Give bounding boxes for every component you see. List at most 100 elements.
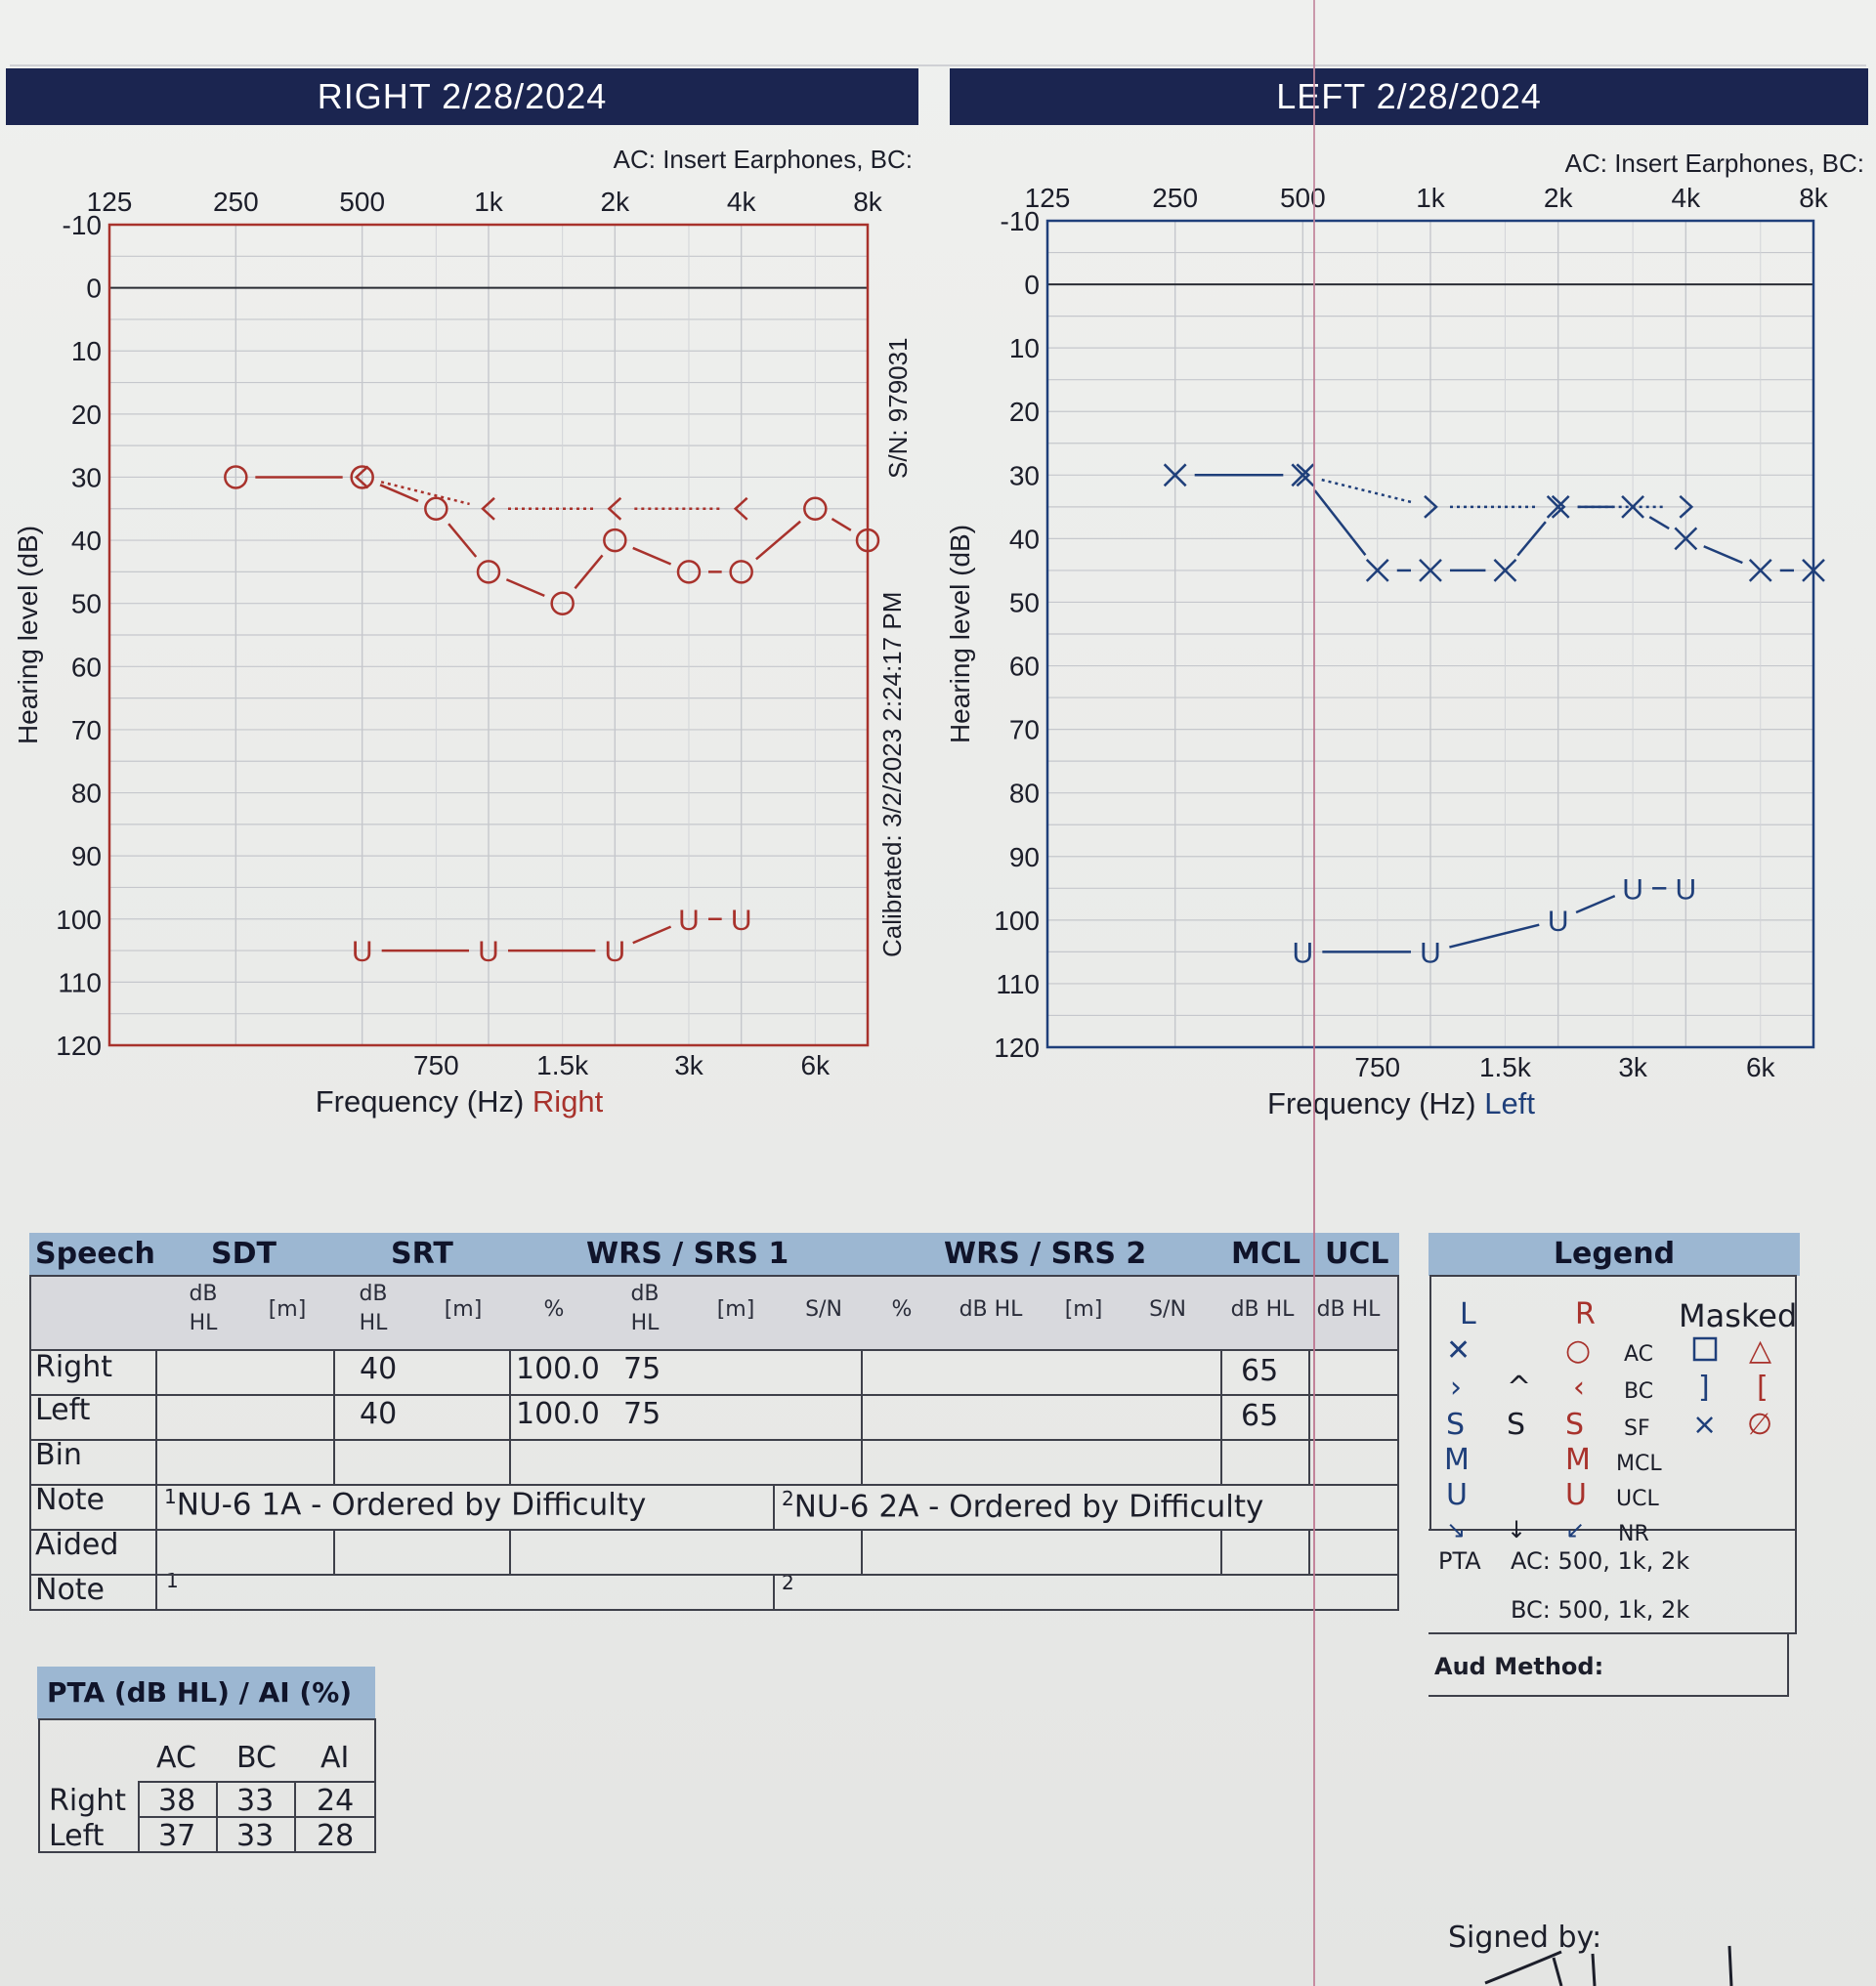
srt-m: [m] <box>444 1297 483 1322</box>
legend-left-masked-bc-bracket-icon: ] <box>1698 1371 1710 1405</box>
left-series-0-point <box>1546 494 1570 519</box>
legend-bc-label: BC <box>1624 1379 1654 1404</box>
left-audiogram: 125 250 500 1k 2k 4k 8k 750 1.5k 3k 6k -10 0 10 20 30 40… <box>945 148 1864 1120</box>
legend-left-mcl-m-icon: M <box>1444 1443 1470 1477</box>
left-frame <box>1045 219 1815 1049</box>
right-srt: 40 <box>360 1352 398 1386</box>
right-series-2-segment <box>632 925 672 945</box>
left-plot: 125 250 500 1k 2k 4k 8k 750 1.5k 3k 6k -10 0 10 20 30 40… <box>945 183 1829 1120</box>
left-series-1-point <box>1296 463 1311 487</box>
pta-right-ac: 38 <box>158 1784 196 1818</box>
legend-pta-ac: AC: 500, 1k, 2k <box>1511 1547 1690 1575</box>
right-series-0-segment <box>632 546 672 566</box>
legend-ac-label: AC <box>1624 1342 1654 1367</box>
left-y-tick: 100 <box>994 906 1040 936</box>
left-x-label-ear: Left <box>1484 1086 1535 1120</box>
srt-db: dB <box>359 1282 388 1306</box>
left-y-tick: 90 <box>1009 842 1040 872</box>
wrs2-m: [m] <box>1064 1297 1103 1322</box>
wrs1-hl: HL <box>630 1311 660 1335</box>
right-x-tick: 2k <box>601 187 631 217</box>
right-x-tick-inter: 6k <box>801 1050 831 1080</box>
speech-grid <box>29 1275 1399 1611</box>
ucl-header: UCL <box>1325 1237 1389 1271</box>
right-x-tick: 1k <box>474 187 504 217</box>
left-series-2-point: U <box>1622 873 1643 906</box>
left-x-tick: 2k <box>1544 183 1574 213</box>
left-x-tick: 125 <box>1025 183 1071 213</box>
left-series-2-segment <box>1575 894 1616 914</box>
right-x-tick: 250 <box>213 187 259 217</box>
legend-right-bc-lt-icon: ‹ <box>1573 1371 1585 1405</box>
right-transducer-note: AC: Insert Earphones, BC: <box>614 145 913 174</box>
legend-col-masked: Masked <box>1679 1297 1798 1334</box>
right-series-0-point <box>603 528 627 553</box>
legend-masked-sf-null-icon: ∅ <box>1747 1408 1772 1442</box>
pta-grid <box>38 1718 376 1853</box>
right-series-2-point: U <box>678 905 700 937</box>
legend-left-bc-gt-icon: › <box>1450 1371 1462 1405</box>
left-series-2-point: U <box>1548 906 1569 938</box>
right-series-2-point: U <box>604 936 625 968</box>
row-bin: Bin <box>35 1438 82 1472</box>
right-frame <box>107 223 870 1047</box>
left-series-0-point <box>1674 527 1698 551</box>
wrs2-header: WRS / SRS 2 <box>944 1237 1147 1271</box>
signature <box>1484 1945 1733 1986</box>
right-x-tick-inter: 3k <box>674 1050 704 1080</box>
legend-ucl-label: UCL <box>1616 1487 1659 1511</box>
left-series-0-segment <box>1516 521 1547 557</box>
right-series-0-segment <box>379 484 419 503</box>
legend-right-masked-bc-bracket-icon: [ <box>1757 1371 1769 1405</box>
legend-col-l: L <box>1460 1297 1476 1331</box>
right-plot: 125 250 500 1k 2k 4k 8k 750 1.5k 3k 6k -10 0 10 20 30 40… <box>13 187 883 1119</box>
calibration-date: Calibrated: 3/2/2023 2:24:17 PM <box>877 592 907 957</box>
pta-left-ac: 37 <box>158 1819 196 1853</box>
legend-right-ac-o-icon: ○ <box>1565 1333 1591 1368</box>
right-x-label: Frequency (Hz) Right <box>316 1084 604 1119</box>
paper-fold-line <box>1313 0 1315 1986</box>
speech-subheader-bar <box>29 1276 1399 1350</box>
right-series-1-point <box>607 496 622 521</box>
legend-left-ucl-u-icon: U <box>1446 1478 1468 1512</box>
right-series-0-point <box>350 465 374 489</box>
right-y-tick: 110 <box>58 967 102 997</box>
legend-left-nr-arrow-icon: ↘ <box>1446 1516 1466 1543</box>
row-note: Note <box>35 1483 106 1517</box>
pta-row-left: Left <box>49 1819 105 1853</box>
pta-row-right: Right <box>49 1784 126 1818</box>
right-y-tick: 60 <box>71 652 102 682</box>
right-x-tick: 125 <box>87 187 133 217</box>
right-y-tick: 50 <box>71 589 102 619</box>
left-series-2-point: U <box>1292 937 1313 969</box>
left-series-2-point: U <box>1675 873 1696 906</box>
left-y-tick: 120 <box>994 1033 1040 1063</box>
right-series-2-point: U <box>731 905 752 937</box>
right-ear-banner: RIGHT 2/28/2024 <box>6 68 918 125</box>
right-wrs-db: 75 <box>623 1352 661 1386</box>
right-series-0-point <box>855 528 880 553</box>
pta-right-bc: 33 <box>236 1784 275 1818</box>
legend-sf-label: SF <box>1624 1416 1650 1441</box>
pta-right-ai: 24 <box>317 1784 355 1818</box>
left-x-tick: 4k <box>1672 183 1702 213</box>
wrs1-db: dB <box>630 1282 660 1306</box>
right-series-0-point <box>476 560 501 584</box>
note-1-num: 1 <box>164 1485 177 1508</box>
left-x-tick: 8k <box>1799 183 1829 213</box>
left-y-tick: 0 <box>1024 270 1040 300</box>
right-series-0-point <box>424 496 448 522</box>
right-y-tick: 80 <box>71 779 102 809</box>
right-series-0-segment <box>505 578 545 597</box>
wrs1-m: [m] <box>716 1297 755 1322</box>
left-x-label: Frequency (Hz) Left <box>1267 1086 1535 1120</box>
note-2-num: 2 <box>782 1487 794 1510</box>
left-x-tick-inter: 6k <box>1746 1052 1776 1082</box>
mcl-header: MCL <box>1231 1237 1300 1271</box>
legend-pta-label: PTA <box>1438 1547 1481 1575</box>
note-2-text: NU-6 2A - Ordered by Difficulty <box>793 1489 1264 1525</box>
left-series-2-point: U <box>1420 937 1441 969</box>
right-x-label-ear: Right <box>533 1084 604 1119</box>
legend-right-masked-ac-triangle-icon: △ <box>1749 1333 1771 1368</box>
left-series-1-segment <box>1321 478 1412 504</box>
